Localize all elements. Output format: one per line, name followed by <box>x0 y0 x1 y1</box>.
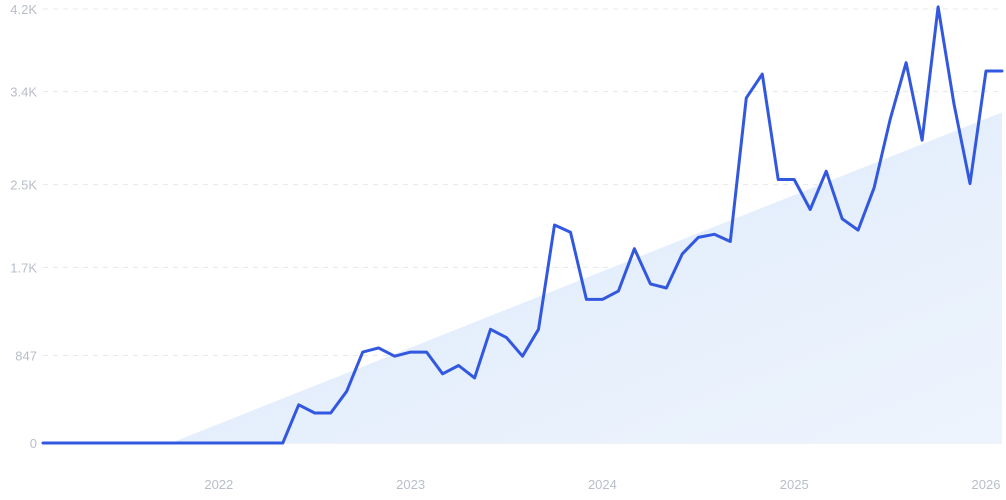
x-tick-label: 2023 <box>396 477 425 492</box>
trend-area <box>170 112 1002 443</box>
y-tick-label: 847 <box>15 348 37 363</box>
x-tick-label: 2022 <box>204 477 233 492</box>
y-tick-label: 0 <box>30 436 37 451</box>
series-line-group <box>41 5 1004 445</box>
trend-area-fill <box>170 112 1002 443</box>
y-tick-label: 2.5K <box>10 178 37 193</box>
x-axis-tick-labels: 2022 2023 2024 2025 2026 <box>204 477 1000 492</box>
y-tick-label: 4.2K <box>10 2 37 17</box>
y-axis-tick-labels: 0 847 1.7K 2.5K 3.4K 4.2K <box>10 2 37 451</box>
x-tick-label: 2024 <box>588 477 617 492</box>
y-tick-label: 1.7K <box>10 260 37 275</box>
x-tick-label: 2026 <box>972 477 1001 492</box>
series-line <box>41 5 1004 445</box>
y-tick-label: 3.4K <box>10 85 37 100</box>
x-tick-label: 2025 <box>780 477 809 492</box>
